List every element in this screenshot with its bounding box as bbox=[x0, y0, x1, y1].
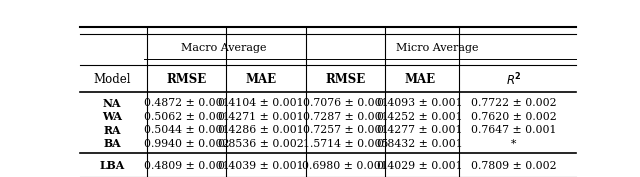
Text: 0.4039 ± 0.001: 0.4039 ± 0.001 bbox=[218, 161, 304, 171]
Text: *: * bbox=[511, 139, 516, 149]
Text: 0.4277 ± 0.001: 0.4277 ± 0.001 bbox=[377, 125, 463, 135]
Text: 0.6980 ± 0.001: 0.6980 ± 0.001 bbox=[303, 161, 388, 171]
Text: 0.4872 ± 0.001: 0.4872 ± 0.001 bbox=[144, 98, 230, 108]
Text: Model: Model bbox=[93, 73, 131, 86]
Text: 0.4252 ± 0.001: 0.4252 ± 0.001 bbox=[377, 112, 463, 122]
Text: Micro Average: Micro Average bbox=[396, 44, 478, 53]
Text: $\mathbf{\mathit{R}}^{\mathbf{2}}$: $\mathbf{\mathit{R}}^{\mathbf{2}}$ bbox=[506, 72, 522, 88]
Text: 0.5044 ± 0.001: 0.5044 ± 0.001 bbox=[144, 125, 229, 135]
Text: 0.4286 ± 0.001: 0.4286 ± 0.001 bbox=[218, 125, 304, 135]
Text: 0.9940 ± 0.002: 0.9940 ± 0.002 bbox=[144, 139, 229, 149]
Text: RMSE: RMSE bbox=[166, 73, 207, 86]
Text: MAE: MAE bbox=[246, 73, 276, 86]
Text: 0.7809 ± 0.002: 0.7809 ± 0.002 bbox=[471, 161, 557, 171]
Text: WA: WA bbox=[102, 111, 122, 122]
Text: 0.7620 ± 0.002: 0.7620 ± 0.002 bbox=[471, 112, 557, 122]
Text: RMSE: RMSE bbox=[325, 73, 365, 86]
Text: 0.4271 ± 0.001: 0.4271 ± 0.001 bbox=[218, 112, 304, 122]
Text: LBA: LBA bbox=[100, 160, 125, 171]
Text: 0.5062 ± 0.001: 0.5062 ± 0.001 bbox=[144, 112, 230, 122]
Text: MAE: MAE bbox=[404, 73, 435, 86]
Text: 0.7647 ± 0.001: 0.7647 ± 0.001 bbox=[471, 125, 557, 135]
Text: 0.8536 ± 0.002: 0.8536 ± 0.002 bbox=[218, 139, 304, 149]
Text: 0.7076 ± 0.001: 0.7076 ± 0.001 bbox=[303, 98, 388, 108]
Text: 0.8432 ± 0.001: 0.8432 ± 0.001 bbox=[377, 139, 463, 149]
Text: RA: RA bbox=[104, 125, 121, 136]
Text: 0.4809 ± 0.001: 0.4809 ± 0.001 bbox=[144, 161, 230, 171]
Text: BA: BA bbox=[104, 138, 121, 149]
Text: Macro Average: Macro Average bbox=[181, 44, 267, 53]
Text: 1.5714 ± 0.005: 1.5714 ± 0.005 bbox=[303, 139, 388, 149]
Text: 0.4104 ± 0.001: 0.4104 ± 0.001 bbox=[218, 98, 304, 108]
Text: 0.4093 ± 0.001: 0.4093 ± 0.001 bbox=[377, 98, 463, 108]
Text: NA: NA bbox=[103, 98, 122, 109]
Text: 0.7257 ± 0.001: 0.7257 ± 0.001 bbox=[303, 125, 388, 135]
Text: 0.7287 ± 0.001: 0.7287 ± 0.001 bbox=[303, 112, 388, 122]
Text: 0.4029 ± 0.001: 0.4029 ± 0.001 bbox=[377, 161, 463, 171]
Text: 0.7722 ± 0.002: 0.7722 ± 0.002 bbox=[471, 98, 557, 108]
